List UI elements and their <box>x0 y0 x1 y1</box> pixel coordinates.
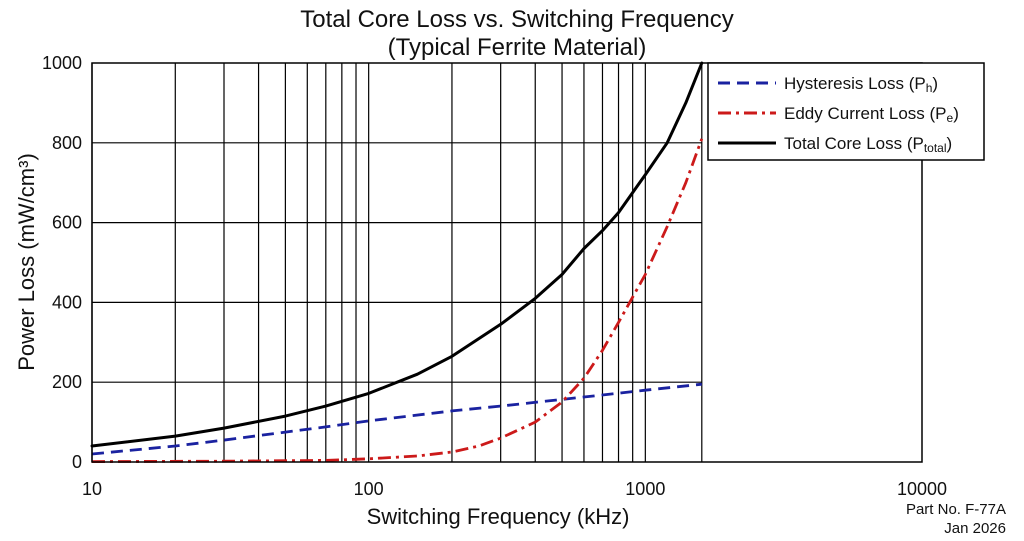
tick-labels: 0 200 400 600 800 1000 10 100 1000 10000 <box>42 53 947 499</box>
part-number-note: Part No. F-77A <box>906 501 1006 518</box>
legend-label-3: Total Core Loss (Ptotal) <box>784 134 952 155</box>
x-tick-label: 10000 <box>897 479 947 499</box>
x-tick-label: 10 <box>82 479 102 499</box>
legend-label-2: Eddy Current Loss (Pe) <box>784 104 959 125</box>
series-line-2 <box>91 138 704 463</box>
y-tick-label: 200 <box>52 372 82 392</box>
chart-subtitle: (Typical Ferrite Material) <box>388 34 647 61</box>
series-line-1 <box>91 382 702 456</box>
chart-title: Total Core Loss vs. Switching Frequency <box>300 6 734 33</box>
plot-frame <box>91 62 923 463</box>
x-tick-label: 1000 <box>625 479 665 499</box>
y-tick-label: 400 <box>52 292 82 312</box>
y-tick-label: 0 <box>72 452 82 472</box>
y-tick-label: 600 <box>52 213 82 233</box>
x-tick-label: 100 <box>354 479 384 499</box>
data-series <box>90 61 704 463</box>
y-tick-label: 1000 <box>42 53 82 73</box>
date-note: Jan 2026 <box>944 520 1006 537</box>
legend-label-1: Hysteresis Loss (Ph) <box>784 74 938 95</box>
y-axis-label: Power Loss (mW/cm³) <box>14 153 39 371</box>
legend: Hysteresis Loss (Ph) Eddy Current Loss (P… <box>707 62 985 161</box>
x-axis-label: Switching Frequency (kHz) <box>367 504 630 529</box>
grid <box>91 63 703 462</box>
y-tick-label: 800 <box>52 133 82 153</box>
series-line-3 <box>90 61 704 448</box>
